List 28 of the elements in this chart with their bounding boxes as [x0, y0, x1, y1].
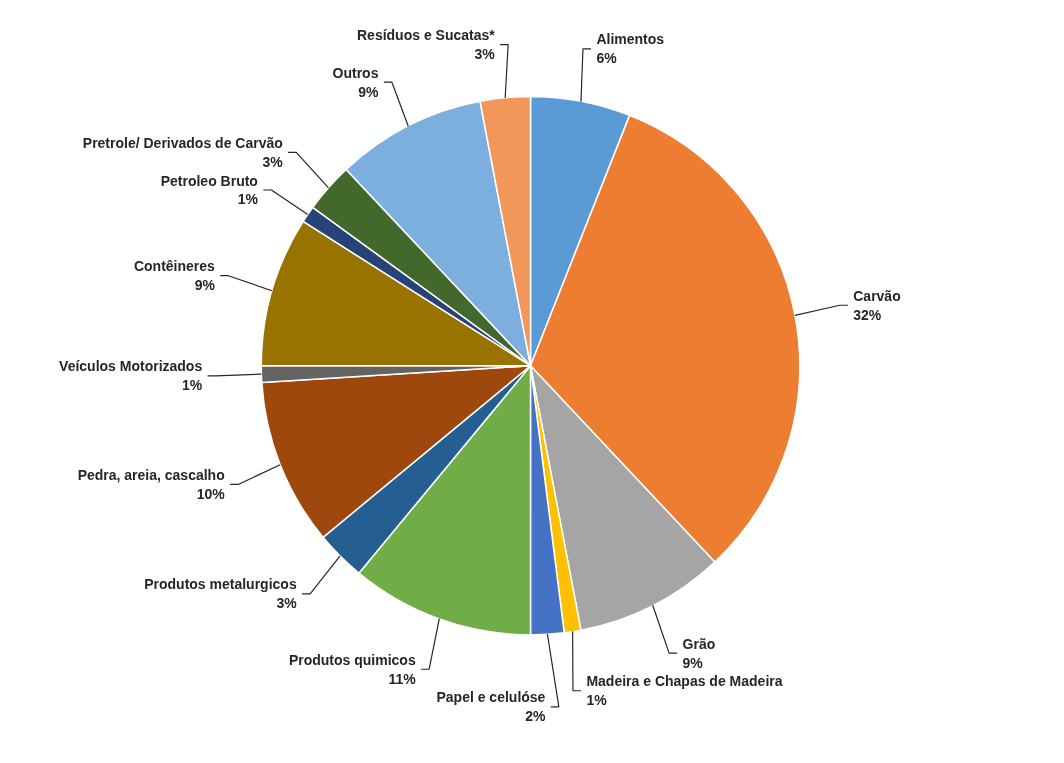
slice-label: Madeira e Chapas de Madeira — [586, 673, 783, 690]
slice-label: Pedra, areia, cascalho — [77, 467, 225, 484]
slice-label: Carvão — [853, 287, 901, 304]
slice-label: Grão — [682, 635, 716, 652]
data-label: 11% — [388, 670, 417, 687]
data-label: 3% — [474, 45, 496, 62]
slice-label: Petroleo Bruto — [160, 172, 258, 189]
slice-label: Produtos quimicos — [288, 651, 416, 668]
slice-label: Contêineres — [133, 258, 216, 275]
data-label: 32% — [853, 306, 882, 323]
data-label: 9% — [358, 83, 379, 100]
data-label: 3% — [262, 153, 284, 170]
data-label: 1% — [181, 377, 203, 394]
slice-label: Produtos metalurgicos — [144, 576, 297, 593]
slice-label: Papel e celulóse — [436, 689, 546, 706]
data-label: 9% — [194, 277, 216, 294]
data-label: 3% — [276, 595, 298, 612]
slice-label: Veículos Motorizados — [59, 358, 203, 375]
data-label: 9% — [682, 654, 704, 671]
data-label: 1% — [237, 191, 259, 208]
data-label: 10% — [196, 485, 226, 502]
data-label: 2% — [525, 708, 546, 725]
slice-label: Alimentos — [596, 31, 665, 48]
slice-label: Pretrole/ Derivados de Carvão — [82, 134, 283, 151]
data-label: 6% — [596, 50, 618, 67]
slice-label: Outros — [332, 64, 379, 81]
data-label: 1% — [586, 692, 608, 709]
slice-label: Resíduos e Sucatas* — [356, 27, 496, 44]
